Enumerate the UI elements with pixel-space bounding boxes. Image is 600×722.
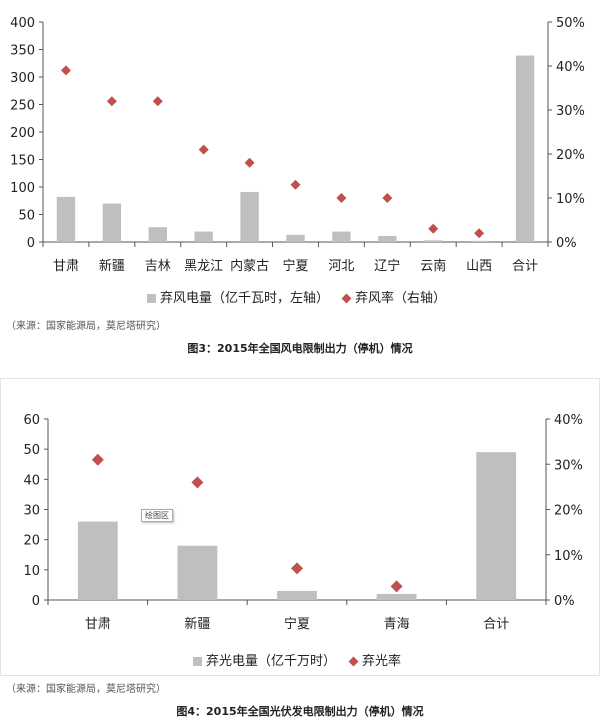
bar-wind-2 [148,227,167,242]
rate-marker-wind-8 [428,223,439,234]
right-tick-label: 40% [554,413,583,428]
bar-wind-6 [332,231,351,242]
bar-wind-0 [56,196,76,242]
left-tick-label: 50 [18,209,35,224]
category-label: 甘肃 [53,259,79,274]
rate-marker-wind-1 [106,96,117,107]
bar-wind-3 [194,231,213,242]
rate-marker-wind-6 [336,193,347,203]
left-tick-label: 50 [23,443,40,458]
category-label: 新疆 [184,616,210,632]
left-tick-label: 10 [23,564,40,579]
rate-marker-wind-9 [474,228,485,239]
rate-marker-wind-4 [244,157,255,168]
wind-curtailment-chart: 0 50 100 150 200 250 300 350 400 0% 10% 20% 30% 40% 50… [0,0,600,310]
right-tick-label: 30% [556,104,585,119]
bar-pv-3 [376,593,417,600]
left-tick-label: 40 [23,473,40,488]
left-tick-label: 150 [10,154,35,169]
category-label: 河北 [328,259,354,274]
bar-pv-4 [476,452,517,600]
rate-marker-pv-1 [191,476,204,489]
left-tick-label: 200 [10,126,35,141]
pv-chart-legend: 弃光电量（亿千万时） 弃光率 [193,650,401,669]
category-label: 新疆 [99,258,125,274]
legend-bar-label: 弃光电量（亿千万时） [206,654,337,669]
rate-marker-pv-2 [291,562,303,575]
rate-marker-pv-3 [390,580,403,593]
right-tick-label: 40% [556,60,585,75]
left-tick-label: 0 [32,594,40,609]
right-tick-label: 10% [554,549,583,564]
left-tick-label: 60 [23,413,40,428]
rate-marker-wind-7 [382,193,393,203]
category-label: 宁夏 [282,258,308,274]
marker-legend-swatch [341,293,352,304]
bar-pv-0 [77,521,118,600]
left-tick-label: 0 [27,236,35,251]
bar-legend-swatch [193,657,202,666]
category-label: 甘肃 [85,617,111,632]
legend-marker-label: 弃光率 [362,654,402,669]
rate-marker-pv-0 [91,453,104,466]
category-label: 内蒙古 [230,258,269,274]
rate-marker-wind-2 [152,96,163,107]
rate-marker-wind-5 [290,179,301,190]
fig3-source-note: （来源：国家能源局，莫尼塔研究） [6,321,166,332]
pv-chart-svg: 0 10 20 30 40 50 60 0% 10% 20% 30% 40% 甘肃 新疆 宁夏 青海 合计 [23,413,583,632]
left-tick-label: 20 [23,534,40,549]
category-label: 辽宁 [374,258,400,274]
category-label: 合计 [483,617,509,632]
fig3-caption: 图3：2015年全国风电限制出力（停机）情况 [187,342,413,355]
fig4-caption: 图4：2015年全国光伏发电限制出力（停机）情况 [176,705,424,718]
legend-bar-label: 弃风电量（亿千瓦时，左轴） [160,291,330,306]
marker-legend-swatch [348,656,359,667]
bar-wind-5 [286,234,305,242]
left-tick-label: 250 [10,99,35,114]
category-label: 黑龙江 [184,259,223,274]
category-label: 宁夏 [284,616,310,632]
fig4-source-note: （来源：国家能源局，莫尼塔研究） [6,684,166,695]
bar-wind-1 [102,203,122,242]
left-tick-label: 30 [23,504,40,519]
left-tick-label: 100 [10,181,35,196]
plot-area-tooltip: 绘图区 [141,509,173,522]
left-tick-label: 400 [10,16,35,31]
bar-wind-7 [378,235,397,242]
bar-wind-10 [515,55,535,242]
right-tick-label: 50% [556,16,585,31]
legend-marker-label: 弃风率（右轴） [355,291,447,306]
right-tick-label: 20% [554,504,583,519]
bar-legend-swatch [147,294,156,303]
right-tick-label: 20% [556,148,585,163]
right-tick-label: 0% [556,236,577,251]
right-tick-label: 0% [554,594,575,609]
rate-marker-wind-3 [198,144,209,155]
category-label: 青海 [384,617,410,632]
bar-pv-2 [277,590,317,600]
right-tick-label: 10% [556,192,585,207]
bar-wind-9 [469,240,489,242]
bar-wind-4 [240,191,259,242]
category-label: 山西 [466,259,492,274]
category-label: 合计 [512,259,538,274]
wind-chart-svg: 0 50 100 150 200 250 300 350 400 0% 10% 20% 30% 40% 50… [10,16,585,274]
rate-marker-wind-0 [60,65,71,76]
wind-chart-legend: 弃风电量（亿千瓦时，左轴） 弃风率（右轴） [147,287,446,306]
right-tick-label: 30% [554,458,583,473]
bar-pv-1 [177,545,218,600]
category-label: 吉林 [145,259,171,274]
left-tick-label: 350 [10,44,35,59]
bar-wind-8 [424,240,443,242]
category-label: 云南 [420,258,446,274]
pv-curtailment-chart: 0 10 20 30 40 50 60 0% 10% 20% 30% 40% 甘肃 新疆 宁夏 青海 合计 绘图… [0,378,600,676]
left-tick-label: 300 [10,71,35,86]
